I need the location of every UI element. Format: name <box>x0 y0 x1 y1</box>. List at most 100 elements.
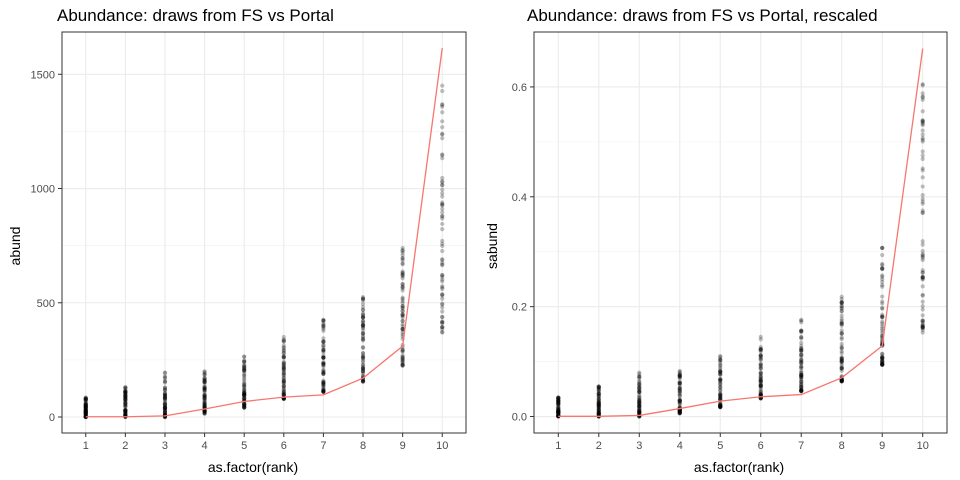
right-point-rank-1 <box>556 396 561 401</box>
left-point-rank-2 <box>123 397 128 402</box>
right-point-rank-2 <box>596 389 601 394</box>
right-point-rank-10 <box>920 95 925 100</box>
right-point-rank-4 <box>677 373 682 379</box>
right-point-rank-9 <box>880 326 885 331</box>
right-point-rank-8 <box>839 360 844 366</box>
left-point-rank-4 <box>202 380 207 385</box>
left-point-rank-8 <box>360 379 366 384</box>
left-point-rank-2 <box>123 409 128 414</box>
left-point-rank-3 <box>162 405 168 410</box>
right-point-rank-2 <box>596 409 601 415</box>
left-point-rank-3 <box>162 371 168 376</box>
left-point-rank-7 <box>321 323 326 328</box>
right-point-rank-8 <box>839 357 844 362</box>
right-point-rank-8 <box>839 378 844 383</box>
left-point-rank-2 <box>123 397 128 402</box>
right-point-rank-1 <box>556 408 561 414</box>
right-point-rank-9 <box>880 362 885 367</box>
right-point-rank-7 <box>799 347 804 352</box>
right-point-rank-9 <box>880 362 885 367</box>
left-point-rank-10 <box>440 329 445 335</box>
left-point-rank-9 <box>400 362 405 367</box>
right-point-rank-10 <box>920 83 925 88</box>
right-point-rank-6 <box>758 363 763 369</box>
right-point-rank-7 <box>799 372 804 378</box>
right-point-rank-3 <box>637 386 642 391</box>
left-point-rank-4 <box>202 404 207 409</box>
left-point-rank-10 <box>440 187 445 192</box>
left-point-rank-10 <box>440 221 445 227</box>
right-point-rank-9 <box>880 359 885 364</box>
right-point-rank-8 <box>839 331 844 337</box>
left-point-rank-6 <box>281 391 286 396</box>
left-point-rank-10 <box>440 136 445 141</box>
left-point-rank-2 <box>123 394 128 399</box>
right-point-rank-1 <box>556 405 561 410</box>
right-point-rank-3 <box>637 402 642 408</box>
right-point-rank-5 <box>718 404 723 409</box>
right-point-rank-5 <box>718 385 723 390</box>
right-point-rank-5 <box>718 393 723 399</box>
right-point-rank-9 <box>880 315 885 320</box>
left-point-rank-10 <box>440 320 445 325</box>
left-point-rank-7 <box>321 355 326 360</box>
left-point-rank-4 <box>202 393 207 398</box>
left-point-rank-8 <box>360 359 366 364</box>
right-point-rank-5 <box>718 391 723 397</box>
right-point-rank-4 <box>677 380 682 385</box>
left-point-rank-7 <box>321 348 326 353</box>
right-point-rank-6 <box>758 387 763 392</box>
left-point-rank-9 <box>400 363 405 368</box>
left-point-rank-7 <box>321 322 326 328</box>
left-point-rank-7 <box>321 355 326 361</box>
right-point-rank-10 <box>920 318 925 323</box>
right-point-rank-1 <box>556 408 561 413</box>
left-point-rank-9 <box>400 318 405 324</box>
right-point-rank-10 <box>920 120 925 125</box>
right-point-rank-3 <box>637 399 642 405</box>
right-point-rank-10 <box>920 255 925 260</box>
right-point-rank-5 <box>718 402 723 408</box>
right-point-rank-2 <box>596 402 601 407</box>
right-point-rank-4 <box>677 388 682 393</box>
left-point-rank-5 <box>242 403 247 408</box>
right-point-rank-6 <box>758 379 763 384</box>
left-point-rank-9 <box>400 326 405 331</box>
right-point-rank-9 <box>880 351 885 356</box>
left-point-rank-6 <box>281 372 286 378</box>
left-point-rank-5 <box>242 365 247 370</box>
right-chart-panel: 0.0 0.2 0.4 0.6 1 2 3 4 5 6 7 8 9 10 Abundance: draws … <box>484 6 948 475</box>
right-point-rank-7 <box>799 360 804 365</box>
right-point-rank-5 <box>718 388 723 393</box>
right-point-rank-10 <box>920 275 925 280</box>
right-point-rank-9 <box>880 351 885 357</box>
right-point-rank-8 <box>839 318 844 323</box>
left-point-rank-7 <box>321 355 326 360</box>
left-point-rank-7 <box>321 342 326 348</box>
left-point-rank-6 <box>281 392 286 397</box>
right-point-rank-9 <box>880 262 885 268</box>
left-point-rank-8 <box>360 337 366 342</box>
left-point-rank-9 <box>400 256 405 261</box>
right-point-rank-10 <box>920 199 925 204</box>
left-point-rank-2 <box>123 393 128 398</box>
right-point-rank-9 <box>880 277 885 282</box>
right-x-tick-label: 8 <box>839 440 845 452</box>
left-point-rank-8 <box>360 328 366 333</box>
right-point-rank-10 <box>920 196 925 202</box>
right-point-rank-4 <box>677 371 682 376</box>
right-x-tick-label: 5 <box>717 440 723 452</box>
right-point-rank-2 <box>596 400 601 405</box>
left-point-rank-10 <box>440 180 445 185</box>
right-point-rank-6 <box>758 375 763 380</box>
left-point-rank-4 <box>202 409 207 414</box>
left-point-rank-6 <box>281 348 286 353</box>
right-point-rank-5 <box>718 372 723 378</box>
right-point-rank-9 <box>880 266 885 272</box>
left-point-rank-3 <box>162 409 168 414</box>
right-point-rank-1 <box>556 400 561 405</box>
right-point-rank-2 <box>596 386 601 391</box>
left-point-rank-7 <box>321 378 326 383</box>
right-chart-title: Abundance: draws from FS vs Portal, resc… <box>527 6 878 25</box>
